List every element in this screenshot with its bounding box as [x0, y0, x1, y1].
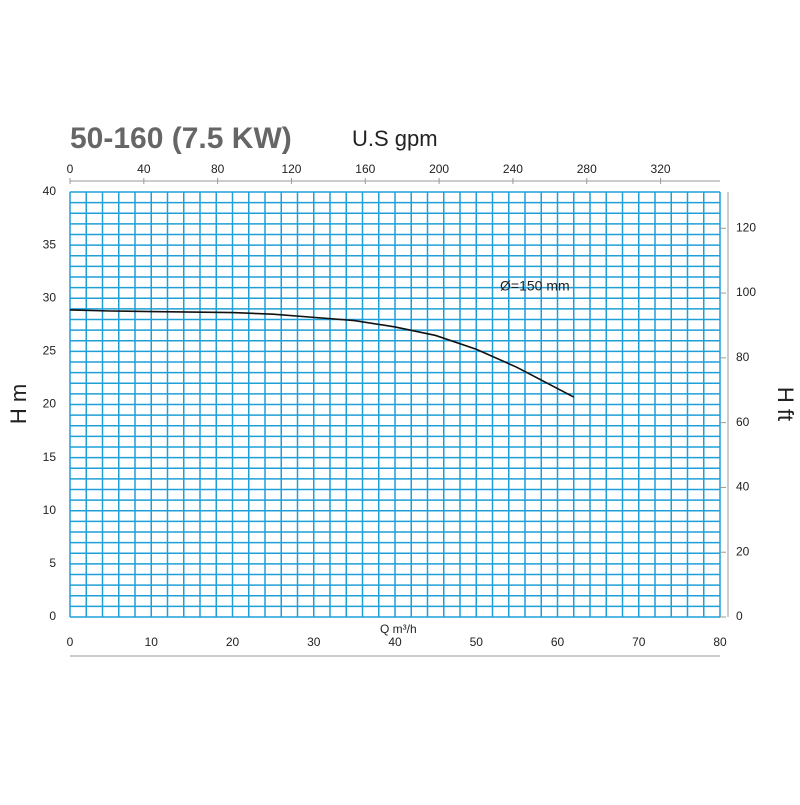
x-tick-label: 80	[713, 635, 727, 649]
y2-tick-label: 0	[736, 609, 743, 623]
x2-tick-label: 280	[577, 162, 597, 176]
y2-tick-label: 80	[736, 350, 750, 364]
y2-tick-label: 100	[736, 285, 756, 299]
y-tick-label: 20	[43, 397, 57, 411]
y-tick-label: 25	[43, 344, 57, 358]
x-tick-label: 30	[307, 635, 321, 649]
x-tick-label: 40	[388, 635, 402, 649]
x2-tick-label: 240	[503, 162, 523, 176]
y-tick-label: 30	[43, 290, 57, 304]
x2-tick-label: 160	[355, 162, 375, 176]
x-axis-title: Q m³/h	[380, 622, 417, 636]
x-tick-label: 10	[145, 635, 159, 649]
curve	[69, 309, 575, 398]
y2-tick-label: 40	[736, 480, 750, 494]
x-tick-label: 60	[551, 635, 565, 649]
y2-tick-label: 60	[736, 415, 750, 429]
x2-tick-label: 80	[211, 162, 225, 176]
x2-tick-label: 200	[429, 162, 449, 176]
y-tick-label: 0	[49, 609, 56, 623]
top-axis-title: U.S gpm	[352, 126, 438, 151]
chart-title: 50-160 (7.5 KW)	[70, 122, 292, 155]
y-tick-label: 5	[49, 556, 56, 570]
y-tick-label: 15	[43, 450, 57, 464]
y-tick-label: 35	[43, 237, 57, 251]
x-tick-label: 0	[67, 635, 74, 649]
y-axis-title: H m	[6, 384, 31, 424]
x2-tick-label: 120	[281, 162, 301, 176]
x2-tick-label: 320	[651, 162, 671, 176]
x2-tick-label: 0	[67, 162, 74, 176]
annotation: Ø=150 mm	[500, 278, 570, 294]
x-tick-label: 50	[470, 635, 484, 649]
x2-tick-label: 40	[137, 162, 151, 176]
y-tick-label: 40	[43, 184, 57, 198]
y2-tick-label: 120	[736, 220, 756, 234]
y2-axis-title: H ft	[773, 387, 798, 421]
y2-tick-label: 20	[736, 544, 750, 558]
x-tick-label: 70	[632, 635, 646, 649]
x-tick-label: 20	[226, 635, 240, 649]
y-tick-label: 10	[43, 503, 57, 517]
